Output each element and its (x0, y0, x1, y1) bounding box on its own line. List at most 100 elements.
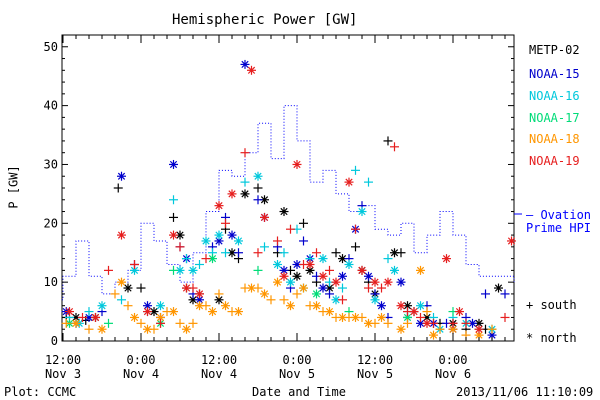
point-metp-02 (351, 242, 360, 252)
point-noaa-18 (130, 312, 139, 322)
point-noaa-19 (247, 65, 256, 75)
point-noaa-17 (253, 265, 263, 275)
point-noaa-16 (84, 307, 94, 317)
point-noaa-18 (487, 324, 497, 334)
point-noaa-18 (182, 324, 191, 334)
marker-stroke (397, 278, 405, 286)
point-noaa-19 (279, 271, 289, 281)
marker-stroke (65, 307, 74, 316)
point-noaa-15 (240, 59, 250, 69)
marker-stroke (195, 302, 204, 310)
marker-stroke (72, 313, 80, 322)
legend-noaa-19: NOAA-19 (529, 154, 580, 168)
point-noaa-15 (364, 271, 373, 281)
point-noaa-16 (221, 248, 230, 258)
point-metp-02 (136, 283, 146, 293)
point-noaa-18 (136, 318, 146, 328)
marker-stroke (143, 302, 152, 310)
marker-stroke (208, 307, 217, 316)
point-noaa-15 (468, 318, 477, 328)
y-tick-label: 20 (44, 216, 58, 230)
marker-stroke (442, 254, 451, 263)
legend-noaa-17: NOAA-17 (529, 111, 580, 125)
point-noaa-18 (156, 312, 165, 322)
legend-ovation-line1: — Ovation (526, 208, 592, 222)
point-noaa-18 (364, 318, 373, 328)
legend-noaa-16: NOAA-16 (529, 89, 580, 103)
x-tick-label: 0:00 (439, 353, 468, 367)
marker-stroke (410, 307, 418, 316)
point-noaa-19 (240, 148, 250, 158)
point-noaa-16 (351, 165, 360, 175)
marker-stroke (390, 266, 399, 275)
x-axis-label: Date and Time (252, 385, 346, 399)
legend-noaa-18: NOAA-18 (529, 132, 580, 146)
marker-stroke (293, 272, 301, 280)
marker-stroke (143, 325, 152, 333)
marker-stroke (280, 266, 288, 275)
point-noaa-19 (325, 265, 334, 275)
marker-stroke (195, 296, 204, 304)
marker-stroke (228, 231, 236, 239)
point-noaa-19 (474, 324, 484, 334)
marker-stroke (423, 313, 431, 322)
point-metp-02 (396, 248, 406, 258)
point-noaa-16 (416, 301, 425, 311)
point-metp-02 (292, 271, 302, 281)
point-noaa-19 (461, 318, 471, 328)
point-noaa-16 (201, 236, 211, 246)
point-noaa-18 (214, 289, 224, 299)
marker-stroke (247, 284, 256, 292)
marker-stroke (468, 319, 477, 327)
point-noaa-19 (305, 260, 315, 269)
ovation-prime-line (62, 105, 515, 301)
point-noaa-19 (429, 318, 438, 328)
x-tick-label: 12:00 (357, 353, 393, 367)
marker-stroke (351, 313, 360, 322)
point-noaa-18 (422, 307, 432, 317)
point-noaa-18 (97, 324, 107, 334)
point-noaa-18 (253, 283, 263, 293)
marker-stroke (189, 266, 197, 275)
point-noaa-17 (104, 318, 113, 328)
marker-stroke (273, 260, 282, 269)
point-noaa-18 (383, 318, 393, 328)
point-noaa-16 (240, 177, 250, 187)
marker-stroke (377, 302, 386, 310)
marker-stroke (384, 278, 392, 286)
point-noaa-18 (416, 265, 425, 275)
point-noaa-19 (455, 307, 464, 317)
point-noaa-16 (169, 195, 178, 205)
point-noaa-16 (175, 265, 185, 275)
point-noaa-16 (253, 171, 263, 181)
marker-stroke (72, 319, 80, 327)
point-noaa-19 (383, 277, 393, 287)
point-noaa-18 (201, 301, 211, 311)
marker-stroke (397, 325, 405, 333)
marker-stroke (280, 272, 288, 280)
point-noaa-19 (175, 242, 185, 252)
x-tick-date-label: Nov 4 (123, 367, 159, 381)
point-noaa-19 (253, 248, 263, 258)
point-noaa-18 (299, 283, 308, 293)
marker-stroke (189, 296, 197, 304)
point-noaa-19 (286, 224, 295, 234)
marker-stroke (338, 313, 347, 322)
marker-stroke (260, 290, 269, 298)
marker-stroke (117, 172, 126, 180)
marker-stroke (449, 325, 457, 333)
point-noaa-19 (344, 177, 354, 187)
point-noaa-17 (169, 265, 178, 275)
marker-stroke (234, 237, 243, 245)
marker-stroke (475, 325, 483, 333)
point-noaa-16 (364, 177, 373, 187)
point-metp-02 (113, 183, 123, 193)
point-noaa-18 (403, 318, 412, 328)
point-noaa-15 (396, 277, 406, 287)
marker-stroke (319, 272, 327, 280)
point-noaa-18 (221, 301, 230, 311)
marker-stroke (332, 296, 340, 304)
marker-stroke (325, 284, 334, 292)
x-tick-date-label: Nov 3 (45, 367, 81, 381)
point-noaa-15 (214, 236, 224, 246)
